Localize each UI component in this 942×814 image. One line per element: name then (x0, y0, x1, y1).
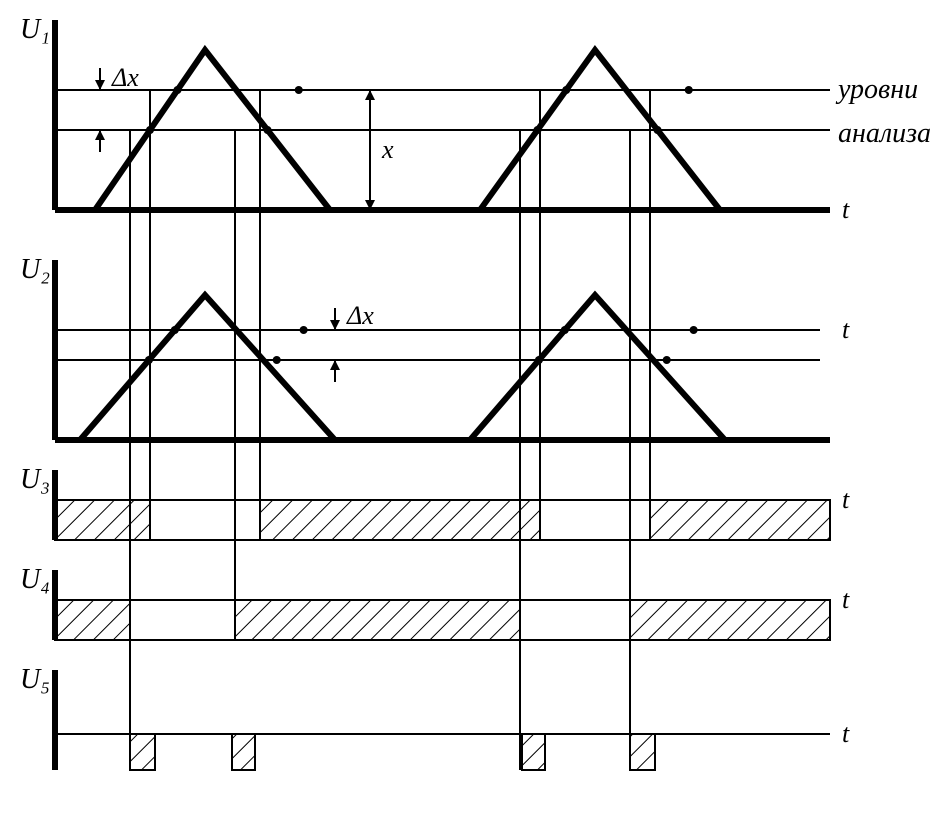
svg-text:U₁: U₁ (20, 14, 50, 45)
svg-text:x: x (381, 135, 394, 164)
svg-text:U₂: U₂ (20, 254, 50, 285)
svg-text:t: t (842, 719, 850, 748)
svg-text:U₄: U₄ (20, 564, 50, 595)
svg-text:t: t (842, 485, 850, 514)
svg-text:уровни: уровни (835, 74, 918, 105)
svg-text:Δx: Δx (346, 301, 374, 330)
timing-diagram: U₁ U₂ U₃ U₄ U₅ t уровни анализа Δx x t Δx t t t (0, 0, 942, 814)
svg-text:анализа: анализа (838, 118, 931, 149)
svg-text:t: t (842, 195, 850, 224)
svg-text:t: t (842, 585, 850, 614)
svg-text:Δx: Δx (111, 63, 139, 92)
svg-text:t: t (842, 315, 850, 344)
svg-text:U₅: U₅ (20, 664, 50, 695)
svg-text:U₃: U₃ (20, 464, 50, 495)
